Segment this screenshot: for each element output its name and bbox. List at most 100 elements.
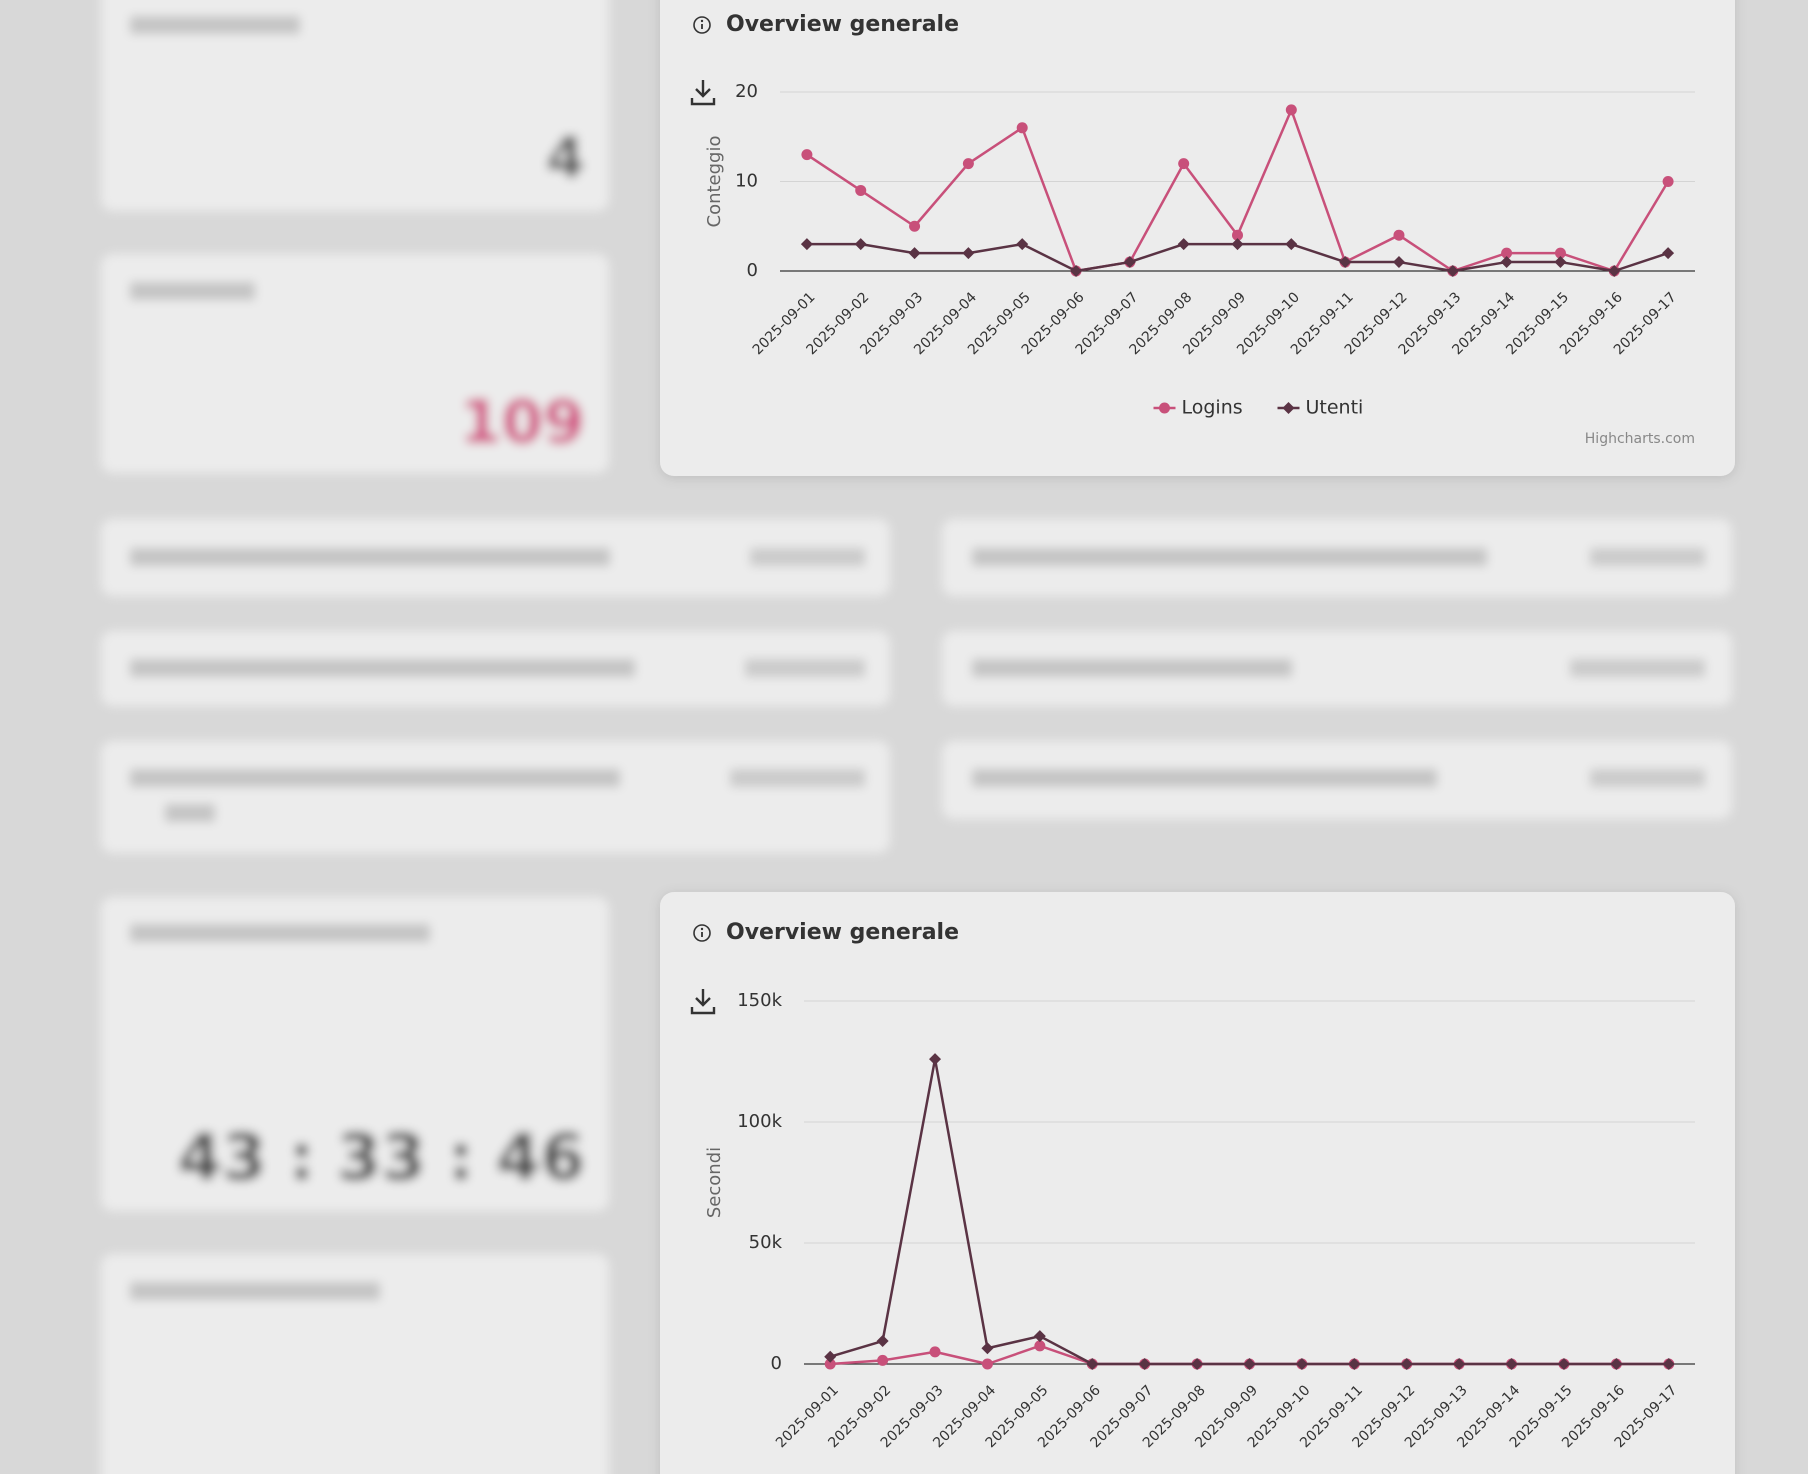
chart-title: Overview generale (726, 12, 959, 37)
y-tick-label: 150k (737, 990, 782, 1011)
info-dot (700, 19, 704, 23)
placeholder (1590, 769, 1705, 787)
marker (1392, 256, 1405, 269)
marker (1232, 229, 1243, 241)
marker (1177, 238, 1190, 251)
marker (800, 238, 813, 251)
marker (962, 247, 975, 260)
download-icon (690, 80, 716, 106)
y-axis-title: Secondi (704, 1147, 725, 1218)
marker (1505, 1358, 1518, 1370)
y-tick-label: 0 (747, 260, 758, 281)
legend-item[interactable]: Utenti (1277, 397, 1364, 419)
placeholder (972, 659, 1292, 677)
marker (1400, 1358, 1413, 1370)
placeholder (130, 548, 610, 566)
info-icon (693, 16, 711, 34)
legend-item[interactable]: Logins (1153, 397, 1243, 419)
placeholder (745, 659, 865, 677)
download-button[interactable] (690, 80, 716, 106)
marker (909, 220, 921, 232)
marker (1348, 1358, 1361, 1370)
marker (929, 1346, 941, 1358)
marker (1285, 104, 1297, 116)
legend-marker (1282, 402, 1295, 414)
marker (824, 1358, 836, 1370)
marker (1662, 176, 1674, 187)
placeholder (130, 924, 430, 942)
placeholder (130, 659, 635, 677)
card (660, 0, 1735, 476)
marker (1393, 229, 1405, 241)
marker (1662, 1358, 1675, 1370)
card-value: 43 : 33 : 46 (178, 1122, 586, 1196)
marker (1557, 1358, 1570, 1370)
card (660, 892, 1735, 1474)
marker (908, 247, 921, 260)
marker (1070, 265, 1083, 277)
card (101, 897, 609, 1211)
marker (824, 1350, 837, 1363)
marker (1285, 238, 1298, 251)
card (101, 254, 609, 473)
legend-marker (1159, 402, 1170, 414)
y-tick-label: 10 (735, 171, 758, 192)
y-tick-label: 100k (737, 1111, 782, 1132)
marker (1231, 238, 1244, 251)
card (101, 741, 890, 853)
marker (1446, 265, 1459, 277)
marker (1610, 1358, 1623, 1370)
y-tick-label: 0 (771, 1353, 782, 1374)
marker (1501, 247, 1513, 259)
y-tick-label: 50k (749, 1232, 783, 1253)
info-circle (693, 16, 711, 34)
marker (1034, 1340, 1046, 1352)
placeholder (130, 769, 620, 787)
info-dot (700, 927, 704, 931)
marker (1554, 256, 1567, 269)
chart-card (660, 0, 1735, 1474)
marker (981, 1358, 993, 1370)
marker (1016, 122, 1028, 134)
marker (1608, 265, 1621, 277)
placeholder (130, 1282, 380, 1300)
marker (854, 238, 867, 251)
marker (1138, 1358, 1151, 1370)
marker (1339, 256, 1352, 269)
legend-label: Logins (1182, 397, 1243, 419)
marker (801, 149, 813, 161)
placeholder (972, 769, 1437, 787)
marker (962, 158, 974, 170)
marker (1295, 1358, 1308, 1370)
marker (981, 1342, 994, 1355)
info-icon (693, 924, 711, 942)
placeholder (750, 548, 865, 566)
download-button[interactable] (690, 989, 716, 1015)
marker (1662, 247, 1675, 260)
marker (855, 184, 867, 196)
placeholder (730, 769, 865, 787)
blurred-cards: 4 109 43 : 33 : 46 (101, 0, 1732, 1474)
card-value: 109 (460, 388, 585, 458)
marker (1500, 256, 1513, 269)
marker (1086, 1358, 1099, 1370)
marker (1243, 1358, 1256, 1370)
legend-label: Utenti (1306, 397, 1364, 419)
marker (1123, 256, 1136, 269)
y-axis-title: Conteggio (704, 136, 725, 228)
placeholder (165, 804, 215, 822)
card (101, 1254, 609, 1474)
marker (1033, 1330, 1046, 1343)
marker (929, 1053, 942, 1066)
marker (1016, 238, 1029, 251)
info-circle (693, 924, 711, 942)
marker (1554, 247, 1566, 259)
y-tick-label: 20 (735, 81, 758, 102)
card (942, 631, 1732, 706)
marker (877, 1354, 889, 1366)
marker (1453, 1358, 1466, 1370)
download-icon (690, 989, 716, 1015)
placeholder (972, 548, 1487, 566)
marker (1178, 158, 1190, 170)
